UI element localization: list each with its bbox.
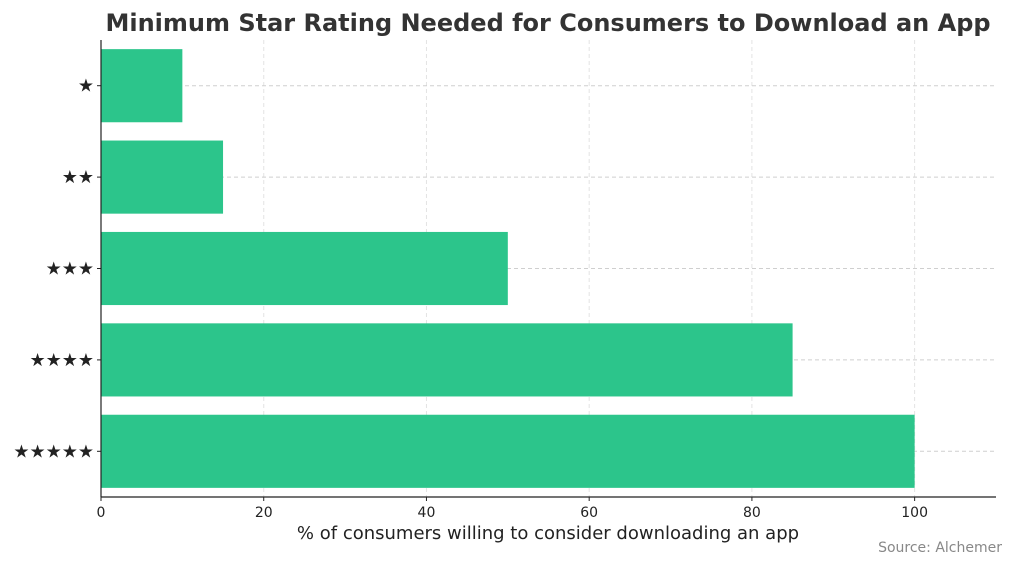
x-tick-label: 0 <box>97 505 106 521</box>
bar <box>101 231 508 306</box>
y-category-label: ★★★★ <box>29 350 94 371</box>
x-axis-label: % of consumers willing to consider downl… <box>297 523 799 544</box>
source-note: Source: Alchemer <box>878 540 1002 556</box>
x-tick-label: 40 <box>418 505 436 521</box>
y-category-label: ★ <box>78 76 94 97</box>
bars <box>101 49 915 488</box>
x-tick-label: 80 <box>743 505 761 521</box>
y-category-label: ★★★★★ <box>13 441 94 462</box>
x-ticks: 0 20 40 60 80 100 <box>97 497 928 521</box>
x-tick-label: 20 <box>255 505 273 521</box>
bar <box>101 323 793 397</box>
x-tick-label: 100 <box>901 505 928 521</box>
y-category-label: ★★ <box>62 167 94 188</box>
axes <box>97 40 996 498</box>
bar <box>101 414 915 488</box>
chart-title: Minimum Star Rating Needed for Consumers… <box>105 9 990 37</box>
y-category-labels: ★★★★★★★★★★★★★★★ <box>13 76 94 463</box>
bar <box>101 49 183 123</box>
y-category-label: ★★★ <box>46 259 94 280</box>
x-tick-label: 60 <box>580 505 598 521</box>
bar <box>101 140 224 214</box>
